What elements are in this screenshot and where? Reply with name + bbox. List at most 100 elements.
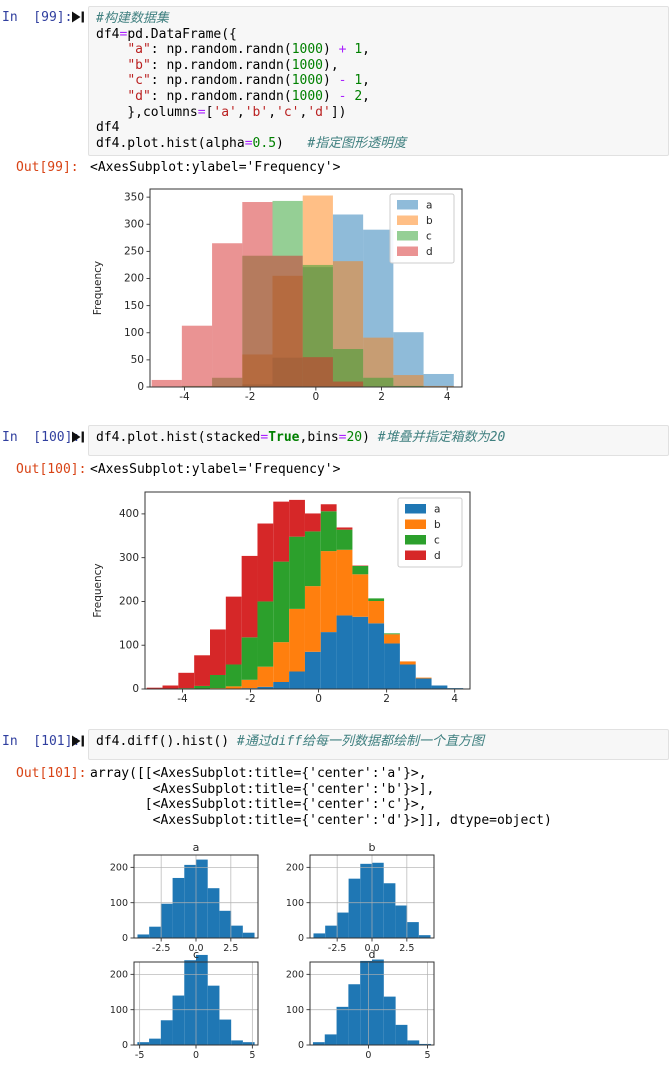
legend-swatch-b	[405, 519, 426, 529]
y-tick-label: 100	[124, 327, 144, 339]
legend-label-b: b	[434, 519, 441, 531]
stacked-bar-b	[352, 574, 369, 617]
y-tick-label: 400	[119, 508, 139, 520]
legend-swatch-b	[397, 215, 418, 225]
stacked-bar-d	[304, 513, 321, 532]
legend-swatch-a	[405, 504, 426, 514]
stacked-bar-a	[289, 671, 305, 689]
y-tick-label: 300	[119, 552, 139, 564]
input-prompt-100: In [100]:	[2, 430, 81, 445]
input-prompt-101: In [101]:	[2, 734, 81, 749]
x-tick-label: 0	[315, 693, 322, 705]
stacked-bar-d	[241, 555, 258, 638]
stacked-bar-b	[336, 549, 353, 616]
stacked-bar-d	[257, 523, 274, 602]
code-editor-100[interactable]: df4.plot.hist(stacked=True,bins=20) #堆叠并…	[96, 430, 506, 445]
y-tick-label: 200	[124, 273, 144, 285]
code-cell-input-100[interactable]: df4.plot.hist(stacked=True,bins=20) #堆叠并…	[88, 425, 669, 456]
stacked-bar-a	[352, 616, 369, 689]
stacked-bar-c	[320, 511, 337, 552]
stacked-bar-a	[320, 632, 337, 689]
subplot-a: a	[134, 843, 258, 938]
code-editor-99[interactable]: #构建数据集 df4=pd.DataFrame({ "a": np.random.…	[96, 11, 407, 151]
y-tick-label: 100	[286, 898, 304, 909]
x-tick-label: -2.5	[328, 943, 347, 954]
y-tick-label: 350	[124, 191, 144, 203]
x-tick-label: -4	[177, 693, 188, 705]
x-tick-label: 0	[313, 391, 320, 403]
legend-label-a: a	[434, 504, 440, 516]
subplot-title-d: d	[369, 948, 376, 961]
stacked-bar-d	[289, 499, 305, 537]
overlapping-histogram-figure: -4 -2 0 2 4 0 50 100 150 200 250 300 350 Frequency abc…	[92, 188, 463, 403]
stacked-bar-c	[304, 531, 321, 587]
legend-swatch-d	[397, 246, 418, 256]
x-tick-label: 0	[365, 1050, 371, 1061]
stacked-bar-d	[273, 501, 290, 562]
stacked-bar-d	[162, 685, 179, 689]
legend-label-a: a	[426, 200, 432, 212]
x-tick-label: -2	[245, 391, 255, 403]
y-tick-label: 100	[110, 1005, 128, 1016]
y-tick-label: 100	[119, 639, 139, 651]
y-axis-label: Frequency	[92, 261, 104, 315]
subplot-title-b: b	[369, 843, 376, 854]
legend-label-d: d	[426, 246, 433, 258]
stacked-bar-c	[257, 601, 274, 667]
code-editor-101[interactable]: df4.diff().hist() #通过diff给每一列数据都绘制一个直方图	[96, 734, 485, 749]
stacked-bar-c	[289, 536, 305, 609]
stacked-bar-a	[384, 643, 400, 689]
output-text-101-array: array([[<AxesSubplot:title={'center':'a'…	[90, 766, 552, 828]
legend-label-c: c	[426, 231, 432, 243]
stacked-bar-b	[320, 551, 337, 633]
axes-frame	[309, 961, 435, 1046]
stacked-bar-c	[194, 685, 210, 689]
stacked-bar-a	[257, 686, 274, 689]
stacked-bar-b	[273, 642, 290, 682]
series-d-bars	[151, 202, 364, 387]
stacked-bar-b	[368, 601, 385, 624]
y-axis-label: Frequency	[92, 563, 104, 617]
output-text-99: <AxesSubplot:ylabel='Frequency'>	[90, 160, 341, 175]
code-cell-input-99[interactable]: #构建数据集 df4=pd.DataFrame({ "a": np.random.…	[88, 6, 669, 156]
stacked-bar-c	[241, 637, 258, 680]
stacked-bar-b	[384, 634, 400, 644]
input-prompt-99: In [99]:	[2, 10, 73, 25]
x-tick-label: 4	[451, 693, 458, 705]
x-tick-label: 5	[249, 1050, 255, 1061]
output-prompt-99: Out[99]:	[16, 160, 79, 175]
stacked-bar-b	[289, 608, 305, 672]
run-cell-icon[interactable]	[71, 10, 85, 24]
legend-box	[397, 497, 463, 568]
y-tick-label: 50	[131, 354, 144, 366]
stacked-bar-a	[431, 685, 448, 689]
stacked-bar-b	[304, 586, 321, 652]
y-tick-label: 0	[298, 933, 304, 944]
x-tick-label: 0.0	[364, 943, 379, 954]
run-cell-icon[interactable]	[71, 430, 85, 444]
y-tick-label: 0	[298, 1040, 304, 1051]
y-tick-label: 300	[124, 218, 144, 230]
x-tick-label: -5	[135, 1050, 144, 1061]
output-text-100: <AxesSubplot:ylabel='Frequency'>	[90, 462, 341, 477]
y-tick-label: 250	[124, 246, 144, 258]
x-tick-label: 2.5	[223, 943, 238, 954]
x-tick-label: 2	[383, 693, 390, 705]
y-tick-label: 0	[122, 933, 128, 944]
legend-swatch-c	[397, 231, 418, 241]
output-prompt-101: Out[101]:	[16, 766, 87, 781]
y-tick-label: 150	[124, 300, 144, 312]
y-tick-label: 200	[110, 970, 128, 981]
stacked-bar-c	[273, 561, 290, 643]
stacked-bar-d	[178, 672, 195, 689]
stacked-bar-d	[225, 596, 242, 665]
stacked-bar-c	[352, 565, 369, 575]
stacked-bar-a	[399, 664, 416, 689]
code-cell-input-101[interactable]: df4.diff().hist() #通过diff给每一列数据都绘制一个直方图	[88, 729, 669, 760]
stacked-bar-d	[336, 527, 353, 530]
x-tick-label: 2	[378, 391, 385, 403]
stacked-bar-b	[415, 677, 432, 679]
run-cell-icon[interactable]	[71, 734, 85, 748]
stacked-bar-b	[225, 686, 242, 689]
